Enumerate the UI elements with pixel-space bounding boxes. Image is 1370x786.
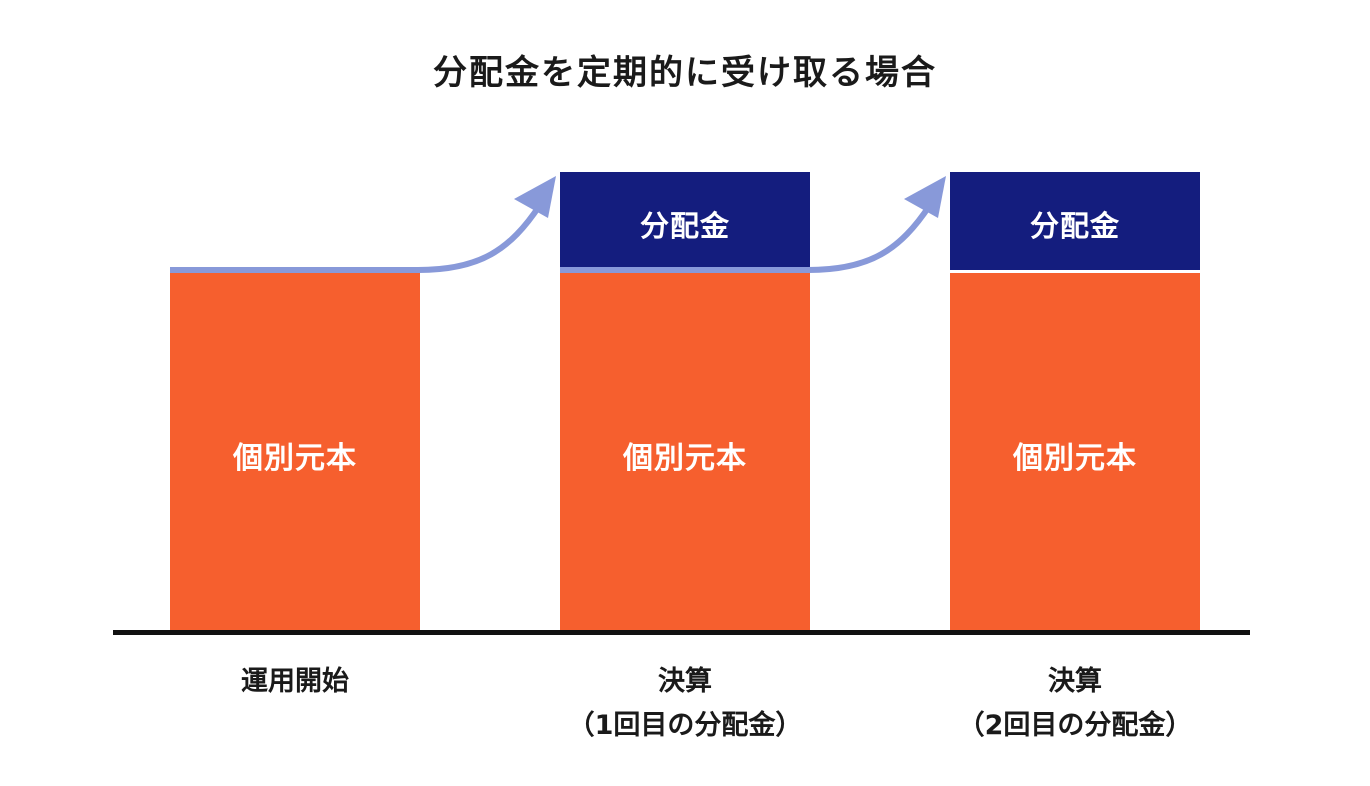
baseline [113,630,1250,635]
xlabel-start: 運用開始 [135,660,455,704]
distribution-label: 分配金 [639,209,730,243]
principal-bar-settlement-2: 個別元本 [950,273,1200,630]
principal-bar-start: 個別元本 [170,273,420,630]
growth-arrow-head-2 [904,176,946,218]
xlabel-line2: （2回目の分配金） [957,710,1193,741]
principal-label: 個別元本 [623,441,747,476]
xlabel-line1: 決算 [658,666,712,697]
distribution-box-2: 分配金 [950,172,1200,270]
xlabel-line1: 決算 [1048,666,1102,697]
principal-label: 個別元本 [1013,441,1137,476]
principal-label: 個別元本 [233,441,357,476]
xlabel-settlement-1: 決算 （1回目の分配金） [525,660,845,748]
growth-arrow-1 [417,203,543,273]
distribution-label: 分配金 [1029,209,1120,243]
distribution-box-1: 分配金 [560,172,810,270]
growth-arrow-2 [807,203,933,273]
growth-arrow-head-1 [514,176,556,218]
diagram-title: 分配金を定期的に受け取る場合 [433,53,937,93]
xlabel-settlement-2: 決算 （2回目の分配金） [915,660,1235,748]
principal-bar-settlement-1: 個別元本 [560,273,810,630]
xlabel-line1: 運用開始 [241,666,349,697]
xlabel-line2: （1回目の分配金） [567,710,803,741]
